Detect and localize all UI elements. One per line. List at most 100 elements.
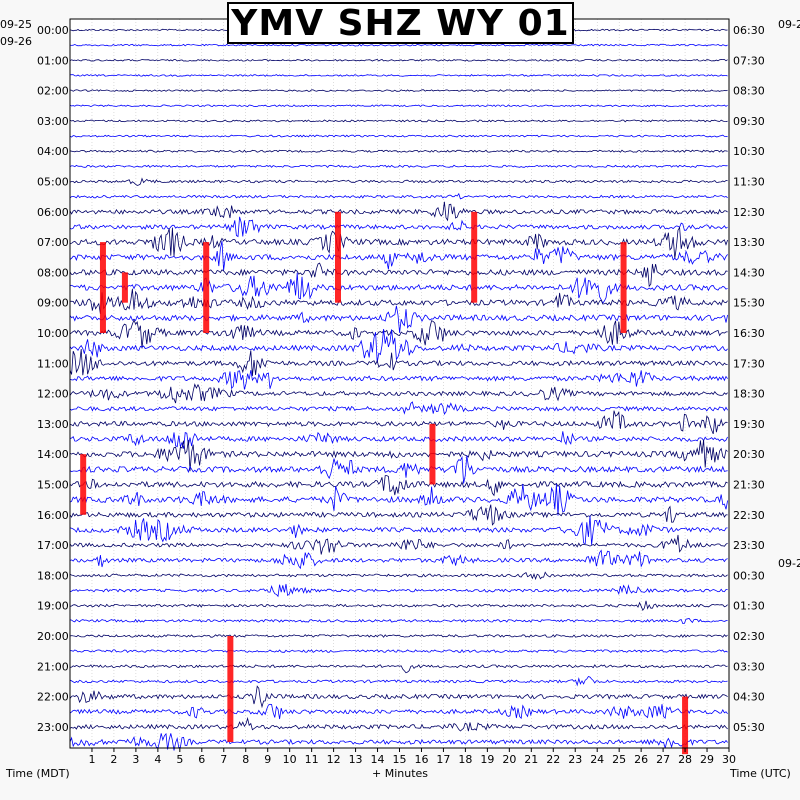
seismogram-trace xyxy=(69,119,728,123)
x-tick-label: 25 xyxy=(612,753,626,766)
seismogram-trace xyxy=(69,534,728,555)
x-tick-label: 12 xyxy=(327,753,341,766)
clipped-segment xyxy=(429,423,436,485)
right-hour-label: 22:30 xyxy=(733,509,765,522)
seismogram-trace xyxy=(69,216,728,238)
seismogram-trace xyxy=(69,288,728,314)
seismogram-trace xyxy=(69,192,728,200)
x-tick-label: 29 xyxy=(700,753,714,766)
seismogram-trace xyxy=(69,634,728,638)
x-tick-label: 7 xyxy=(220,753,227,766)
seismogram-trace xyxy=(69,483,728,516)
right-hour-label: 21:30 xyxy=(733,478,765,491)
seismogram-trace xyxy=(69,716,728,732)
x-tick-label: 28 xyxy=(678,753,692,766)
seismogram-trace xyxy=(69,201,728,222)
left-hour-label: 16:00 xyxy=(37,509,69,522)
left-hour-label: 14:00 xyxy=(37,448,69,461)
seismogram-trace xyxy=(69,455,728,484)
seismogram-traces xyxy=(69,28,728,751)
left-hour-label: 07:00 xyxy=(37,236,69,249)
x-tick-label: 15 xyxy=(393,753,407,766)
plot-frame-background xyxy=(70,19,729,748)
x-tick-label: 20 xyxy=(502,753,516,766)
x-tick-label: 4 xyxy=(154,753,161,766)
left-hour-label: 20:00 xyxy=(37,630,69,643)
clipped-segment xyxy=(682,696,689,755)
seismogram-trace xyxy=(69,410,728,435)
seismogram-trace xyxy=(69,134,728,138)
right-hour-label: 18:30 xyxy=(733,388,765,401)
right-time-labels: 06:30 07:30 08:30 09:30 10:30 11:30 12:30 13:30… xyxy=(733,24,765,734)
right-hour-label: 15:30 xyxy=(733,297,765,310)
right-hour-label: 00:30 xyxy=(733,569,765,582)
seismogram-trace xyxy=(69,401,728,415)
left-hour-label: 13:00 xyxy=(37,418,69,431)
left-hour-label: 01:00 xyxy=(37,54,69,67)
x-tick-label: 22 xyxy=(546,753,560,766)
left-hour-label: 06:00 xyxy=(37,206,69,219)
left-hour-label: 00:00 xyxy=(37,24,69,37)
x-tick-label: 24 xyxy=(590,753,604,766)
seismogram-trace xyxy=(69,439,728,472)
seismogram-trace xyxy=(69,370,728,390)
right-hour-label: 10:30 xyxy=(733,145,765,158)
x-tick-label: 8 xyxy=(242,753,249,766)
right-hour-label: 03:30 xyxy=(733,660,765,673)
x-tick-label: 13 xyxy=(349,753,363,766)
left-hour-label: 11:00 xyxy=(37,357,69,370)
x-tick-label: 10 xyxy=(283,753,297,766)
x-tick-label: 30 xyxy=(722,753,736,766)
seismogram-trace xyxy=(69,685,728,709)
clipped-segment xyxy=(121,272,128,303)
seismogram-trace xyxy=(69,618,728,625)
right-date-label-2: 09-2 xyxy=(778,557,800,570)
seismogram-trace xyxy=(69,58,728,62)
right-hour-label: 12:30 xyxy=(733,206,765,219)
left-hour-label: 09:00 xyxy=(37,297,69,310)
right-hour-label: 04:30 xyxy=(733,691,765,704)
right-hour-label: 07:30 xyxy=(733,54,765,67)
right-hour-label: 09:30 xyxy=(733,115,765,128)
x-axis-ticks: 1 2 3 4 5 6 7 8 9 10 11 12 13 14 15 16 17 18 19 20 21 22 23 24 2… xyxy=(88,748,736,766)
right-hour-label: 02:30 xyxy=(733,630,765,643)
seismogram-trace xyxy=(69,226,728,259)
left-hour-label: 04:00 xyxy=(37,145,69,158)
left-hour-label: 19:00 xyxy=(37,600,69,613)
seismogram-trace xyxy=(69,305,728,333)
x-tick-label: 26 xyxy=(634,753,648,766)
left-hour-label: 21:00 xyxy=(37,660,69,673)
seismogram-trace xyxy=(69,262,728,288)
right-hour-label: 05:30 xyxy=(733,721,765,734)
x-axis-label: + Minutes xyxy=(372,767,428,780)
seismogram-trace xyxy=(69,649,728,653)
left-hour-label: 08:00 xyxy=(37,266,69,279)
x-tick-label: 27 xyxy=(656,753,670,766)
left-hour-label: 03:00 xyxy=(37,115,69,128)
right-hour-label: 13:30 xyxy=(733,236,765,249)
clipped-segment xyxy=(620,242,627,333)
clipped-segment xyxy=(227,635,234,742)
right-hour-label: 14:30 xyxy=(733,266,765,279)
seismogram-trace xyxy=(69,89,728,92)
left-axis-label: Time (MDT) xyxy=(5,767,70,780)
right-hour-label: 06:30 xyxy=(733,24,765,37)
x-tick-label: 17 xyxy=(436,753,450,766)
left-date-label-2: 09-26 xyxy=(0,35,32,48)
seismogram-trace xyxy=(69,431,728,449)
seismogram-trace xyxy=(69,583,728,598)
seismogram-trace xyxy=(69,164,728,168)
clipped-segments xyxy=(80,211,689,755)
left-hour-label: 23:00 xyxy=(37,721,69,734)
left-hour-label: 10:00 xyxy=(37,327,69,340)
x-tick-label: 11 xyxy=(305,753,319,766)
left-time-labels: 00:00 01:00 02:00 03:00 04:00 05:00 06:00 07:00… xyxy=(37,24,69,734)
seismogram-trace xyxy=(69,177,728,186)
seismogram-trace xyxy=(69,703,728,720)
right-hour-label: 01:30 xyxy=(733,600,765,613)
seismogram-trace xyxy=(69,348,728,377)
chart-title-box: YMV SHZ WY 01 xyxy=(227,2,574,44)
seismogram-trace xyxy=(69,383,728,404)
seismogram-trace xyxy=(69,549,728,570)
seismogram-trace xyxy=(69,475,728,497)
